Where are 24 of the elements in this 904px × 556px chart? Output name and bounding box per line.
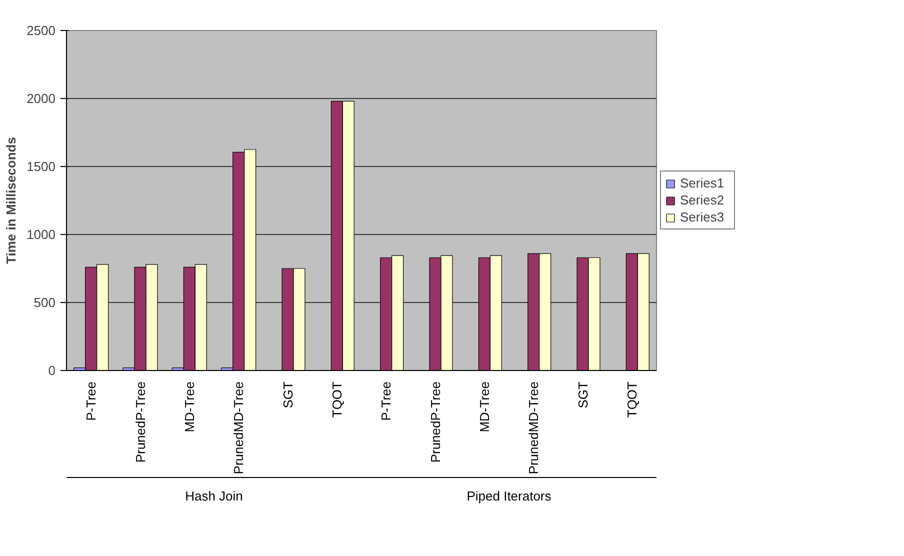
x-tick-label: PrunedMD-Tree: [526, 381, 542, 474]
x-tick-label: PrunedP-Tree: [428, 381, 443, 463]
y-tick-label: 500: [34, 295, 56, 310]
legend-label: Series2: [680, 192, 726, 208]
legend-label: Series3: [680, 210, 726, 224]
x-tick-label: SGT: [575, 381, 590, 408]
y-tick-label: 1500: [26, 159, 56, 174]
y-tick-label: 0: [48, 363, 56, 378]
text: Hash Join: [185, 488, 243, 504]
x-tick-label: TQOT: [624, 381, 640, 418]
x-tick-label: SGT: [280, 381, 296, 408]
legend-label: Series1: [680, 176, 726, 190]
x-tick-label: TQOT: [329, 381, 344, 418]
text: Piped Iterators: [466, 488, 552, 504]
y-tick-label: 2000: [26, 91, 56, 106]
x-tick-label: P-Tree: [84, 382, 99, 421]
y-tick-label: 1000: [26, 227, 56, 242]
y-tick-label: 2500: [26, 23, 56, 38]
x-tick-label: MD-Tree: [182, 381, 197, 432]
x-tick-label: P-Tree: [378, 382, 394, 421]
x-tick-label: MD-Tree: [476, 381, 492, 432]
x-tick-label: PrunedMD-Tree: [231, 381, 246, 474]
y-axis-title: Time in Milliseconds: [4, 137, 19, 264]
x-tick-label: PrunedP-Tree: [132, 381, 148, 463]
